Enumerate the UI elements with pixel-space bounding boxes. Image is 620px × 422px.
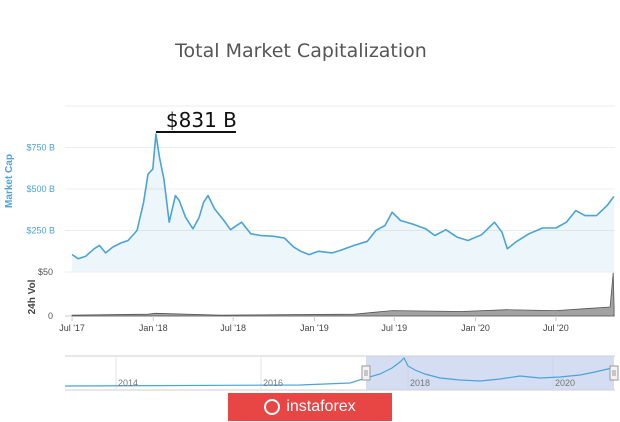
chart-title: Total Market Capitalization <box>174 40 427 62</box>
navigator-label-2016: 2016 <box>263 378 283 388</box>
x-tick-label: Jan '20 <box>461 323 490 333</box>
instaforex-logo-icon <box>264 399 281 415</box>
x-tick-label: Jul '20 <box>543 323 569 333</box>
navigator-label-2018: 2018 <box>410 378 430 388</box>
x-tick-label: Jan '18 <box>139 323 168 333</box>
volume-bars <box>71 272 615 317</box>
market-cap-area <box>72 134 615 272</box>
y-axis-label: Market Cap <box>4 154 15 208</box>
x-tick-label: Jul '18 <box>220 323 246 333</box>
peak-annotation-label: $831 B <box>166 108 237 132</box>
market-cap-line <box>71 133 615 260</box>
x-tick-label: Jul '19 <box>381 323 407 333</box>
navigator-handle-right[interactable] <box>609 365 619 381</box>
navigator-label-2020: 2020 <box>555 378 575 388</box>
x-tick-label: Jul '17 <box>59 323 85 333</box>
watermark-text: instaforex <box>286 398 356 415</box>
y-tick-label: $250 B <box>26 226 55 236</box>
main-grid <box>65 105 615 231</box>
y-tick-label: $500 B <box>26 184 55 194</box>
navigator-selection[interactable] <box>366 356 614 390</box>
navigator-label-2014: 2014 <box>118 378 138 388</box>
x-axis-ticks: Jul '17 Jan '18 Jul '18 Jan '19 Jul '19 Jan '… <box>59 316 569 333</box>
navigator-series-line <box>64 356 613 387</box>
y-tick-label: $750 B <box>26 143 55 153</box>
watermark-banner: instaforex <box>228 393 392 421</box>
navigator[interactable]: 2014 2016 2018 2020 <box>64 355 619 391</box>
x-tick-label: Jan '19 <box>300 323 329 333</box>
volume-axis-label: 24h Vol <box>27 279 38 314</box>
navigator-handle-left[interactable] <box>361 365 371 381</box>
volume-tick-zero: 0 <box>48 311 53 321</box>
volume-tick-top: $50 <box>38 267 53 277</box>
y-axis-ticks: $250 B $500 B $750 B <box>26 143 55 236</box>
